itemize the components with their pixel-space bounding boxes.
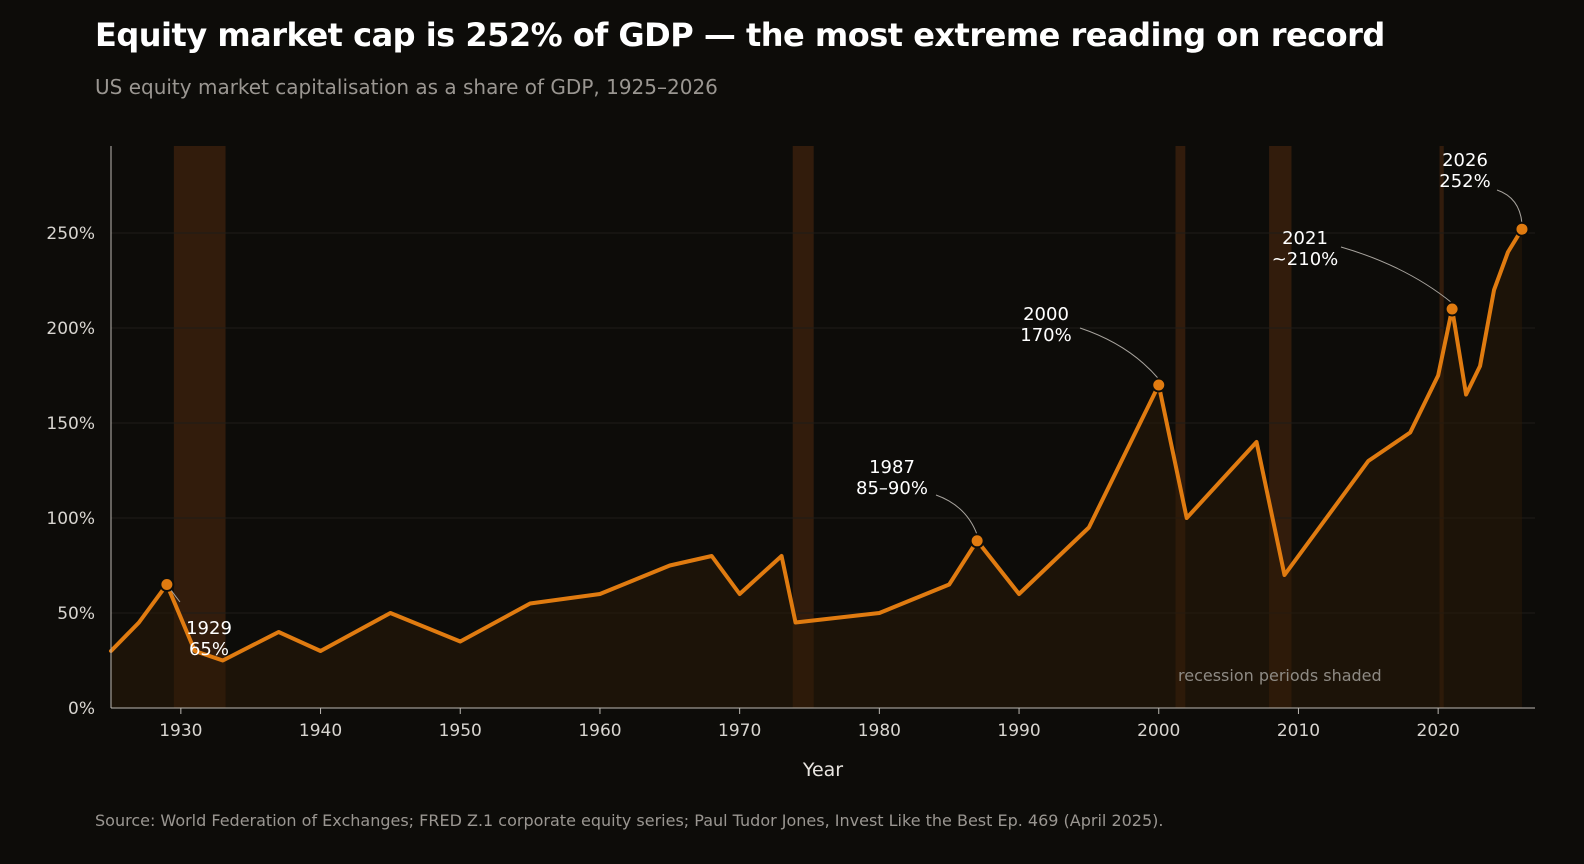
x-tick-label: 2010 (1277, 721, 1320, 741)
annotation-year: 1929 (186, 618, 232, 639)
axes: 0% 50% 100% 150% 200% 250% 1930 1940 1950 1960 197… (46, 146, 1535, 741)
highlight-point (1151, 377, 1167, 393)
annotation-value: 85–90% (856, 478, 928, 499)
x-tick-label: 1930 (159, 721, 202, 741)
highlight-point (1444, 301, 1460, 317)
annotation-value: ~210% (1272, 249, 1339, 270)
y-tick-label: 0% (68, 699, 95, 719)
annotation-connector (1079, 327, 1160, 380)
y-tick-label: 250% (46, 224, 95, 244)
series-area (111, 229, 1522, 708)
recession-band (1175, 146, 1186, 708)
y-tick-label: 200% (46, 319, 95, 339)
series-line-layer (109, 227, 1524, 663)
recession-note: recession periods shaded (1178, 666, 1382, 685)
series-line (109, 227, 1524, 663)
annotation-year: 2026 (1442, 150, 1488, 171)
chart-subtitle: US equity market capitalisation as a sha… (95, 75, 718, 99)
annotation-connector (1496, 189, 1523, 224)
annotation-year: 1987 (869, 457, 915, 478)
x-tick-label: 1980 (858, 721, 901, 741)
chart-title: Equity market cap is 252% of GDP — the m… (95, 16, 1385, 54)
annotation-year: 2021 (1282, 228, 1328, 249)
x-axis-label: Year (802, 759, 843, 781)
recession-band (792, 146, 814, 708)
x-tick-label: 1950 (439, 721, 482, 741)
annotation-connector (1340, 246, 1453, 304)
annotation-year: 2000 (1023, 304, 1069, 325)
x-tick-label: 1960 (578, 721, 621, 741)
x-tick-label: 2000 (1137, 721, 1180, 741)
annotation-value: 170% (1020, 325, 1071, 346)
y-tick-label: 150% (46, 414, 95, 434)
source-note: Source: World Federation of Exchanges; F… (95, 811, 1164, 830)
x-tick-label: 2020 (1417, 721, 1460, 741)
area-fill (111, 229, 1522, 708)
x-tick-label: 1940 (299, 721, 342, 741)
annotation-value: 65% (189, 639, 229, 660)
annotation-connector (935, 494, 978, 535)
highlight-point (969, 533, 985, 549)
annotation-value: 252% (1439, 171, 1490, 192)
highlight-point (159, 577, 175, 592)
y-tick-label: 100% (46, 509, 95, 529)
highlight-point (1514, 221, 1530, 237)
recession-band (173, 146, 226, 708)
x-tick-label: 1970 (718, 721, 761, 741)
y-tick-label: 50% (57, 604, 95, 624)
x-tick-label: 1990 (997, 721, 1040, 741)
